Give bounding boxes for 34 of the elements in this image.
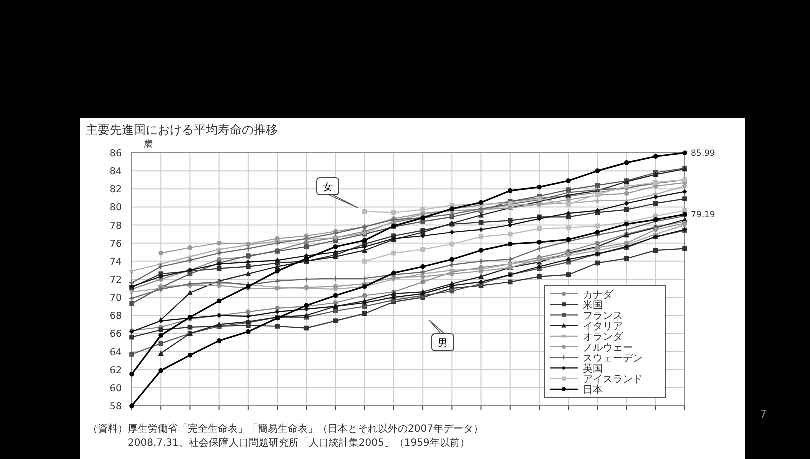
chart-title: 主要先進国における平均寿命の推移: [86, 123, 278, 137]
annotation: 女: [323, 182, 333, 194]
data-label: 85.99: [691, 149, 716, 160]
legend-label: イタリア: [583, 322, 623, 333]
legend-label: カナダ: [583, 288, 614, 301]
y-tick-label: 74: [110, 256, 122, 268]
y-tick-label: 72: [110, 275, 122, 286]
legend-label: 日本: [583, 384, 603, 396]
annotation: 男: [438, 338, 448, 350]
legend-label: フランス: [583, 311, 623, 322]
y-tick-label: 68: [110, 311, 122, 322]
legend-label: アイスランド: [583, 374, 643, 386]
y-tick-label: 66: [110, 329, 122, 340]
legend-label: スウェーデン: [583, 353, 643, 364]
legend-label: オランダ: [583, 331, 624, 344]
y-tick-label: 84: [110, 166, 122, 178]
y-tick-label: 58: [110, 402, 122, 412]
y-tick-label: 78: [110, 220, 122, 232]
data-label: 79.19: [691, 210, 716, 221]
y-tick-label: 62: [110, 365, 122, 376]
legend-label: ノルウェー: [583, 342, 633, 354]
text: 7: [760, 408, 767, 421]
y-tick-label: 86: [110, 148, 122, 160]
y-tick-label: 80: [110, 202, 122, 214]
y-tick-label: 76: [110, 238, 122, 250]
legend-label: 英国: [583, 363, 603, 375]
y-axis-title: 歳: [144, 139, 153, 150]
y-tick-label: 82: [110, 184, 122, 196]
y-tick-label: 60: [110, 383, 122, 394]
y-tick-label: 70: [110, 293, 122, 304]
legend-label: 米国: [583, 299, 603, 312]
y-tick-label: 64: [110, 347, 122, 358]
text: 2008.7.31、社会保障人口問題研究所「人口統計集2005」（1959年以前）: [128, 437, 470, 449]
text: （資料）厚生労働省「完全生命表」「簡易生命表」（日本とそれ以外の2007年データ）: [88, 423, 484, 435]
